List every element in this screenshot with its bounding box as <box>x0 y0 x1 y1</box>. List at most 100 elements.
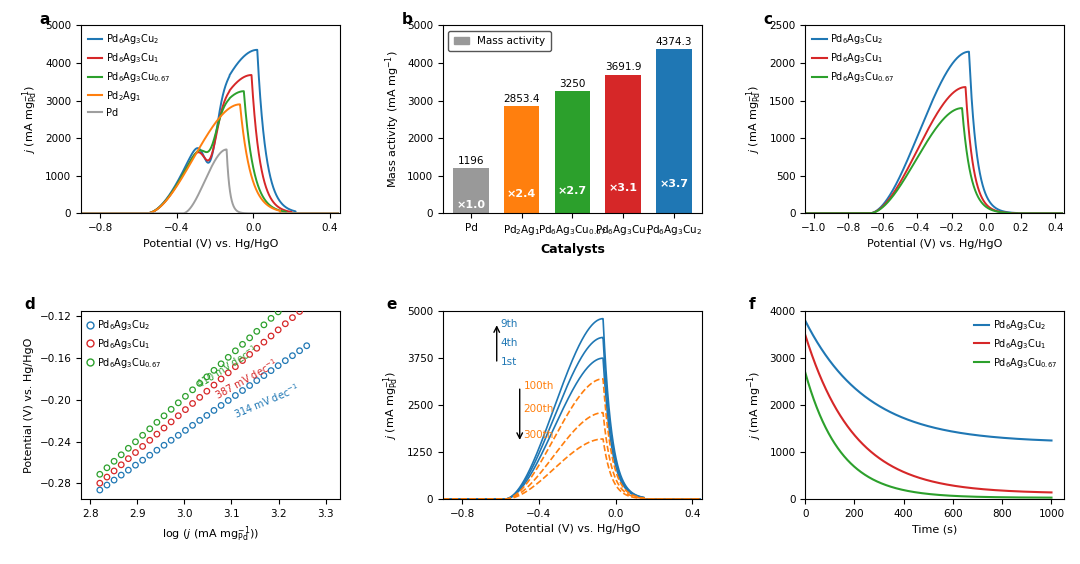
Point <box>98 473 116 482</box>
Point <box>276 356 294 365</box>
Point <box>219 396 237 405</box>
Text: ×2.4: ×2.4 <box>508 189 537 199</box>
Point <box>162 436 179 445</box>
Point <box>120 466 137 475</box>
Legend: Pd$_6$Ag$_3$Cu$_2$, Pd$_6$Ag$_3$Cu$_1$, Pd$_6$Ag$_3$Cu$_{0.67}$: Pd$_6$Ag$_3$Cu$_2$, Pd$_6$Ag$_3$Cu$_1$, … <box>86 316 163 372</box>
Point <box>262 366 280 375</box>
Point <box>112 460 130 469</box>
Point <box>141 451 159 460</box>
Point <box>170 398 187 407</box>
Point <box>276 319 294 328</box>
Point <box>170 431 187 440</box>
Legend: Pd$_6$Ag$_3$Cu$_2$, Pd$_6$Ag$_3$Cu$_1$, Pd$_6$Ag$_3$Cu$_{0.67}$, Pd$_2$Ag$_1$, P: Pd$_6$Ag$_3$Cu$_2$, Pd$_6$Ag$_3$Cu$_1$, … <box>86 30 173 120</box>
Bar <box>606 74 640 213</box>
Point <box>219 368 237 377</box>
Text: f: f <box>748 297 755 312</box>
Y-axis label: Mass activity (mA mg$^{-1}$): Mass activity (mA mg$^{-1}$) <box>383 51 402 188</box>
Bar <box>656 49 691 213</box>
Text: ×2.7: ×2.7 <box>558 186 586 196</box>
Point <box>205 366 222 375</box>
Text: 4374.3: 4374.3 <box>656 37 692 47</box>
Point <box>213 401 230 410</box>
Point <box>213 359 230 368</box>
Y-axis label: $j$ (mA mg$^{-1}_{\rm Pd}$): $j$ (mA mg$^{-1}_{\rm Pd}$) <box>21 85 40 154</box>
Text: 300th: 300th <box>524 430 554 440</box>
Point <box>106 457 123 466</box>
Point <box>234 340 252 349</box>
Point <box>112 450 130 459</box>
Bar <box>555 91 590 213</box>
Point <box>227 346 244 355</box>
Point <box>262 332 280 341</box>
Text: d: d <box>24 297 35 312</box>
Y-axis label: $j$ (mA mg$^{-1}_{\rm Pd}$): $j$ (mA mg$^{-1}_{\rm Pd}$) <box>744 85 764 154</box>
Text: 3250: 3250 <box>559 79 585 89</box>
Point <box>112 470 130 479</box>
Text: 200th: 200th <box>524 404 554 414</box>
Text: c: c <box>764 11 773 27</box>
Point <box>255 320 272 329</box>
Text: 4th: 4th <box>500 338 518 348</box>
Point <box>191 393 208 402</box>
Point <box>234 386 252 395</box>
Legend: Mass activity: Mass activity <box>448 30 551 51</box>
Text: 410 mV dec$^{-1}$: 410 mV dec$^{-1}$ <box>193 343 260 391</box>
Text: 1st: 1st <box>500 357 517 367</box>
Point <box>120 454 137 463</box>
Point <box>241 350 258 359</box>
Text: 314 mV dec$^{-1}$: 314 mV dec$^{-1}$ <box>231 381 301 421</box>
Y-axis label: $j$ (mA mg$^{-1}$): $j$ (mA mg$^{-1}$) <box>745 371 764 440</box>
Point <box>106 466 123 475</box>
Text: ×1.0: ×1.0 <box>457 200 486 210</box>
Point <box>199 387 216 396</box>
Point <box>98 481 116 490</box>
Point <box>213 374 230 384</box>
Point <box>184 399 201 408</box>
Point <box>134 456 151 465</box>
Point <box>291 307 308 316</box>
Point <box>262 314 280 323</box>
Point <box>148 446 165 455</box>
X-axis label: log ($j$ (mA mg$^{-1}_{\rm Pd}$)): log ($j$ (mA mg$^{-1}_{\rm Pd}$)) <box>162 525 259 544</box>
Point <box>106 475 123 484</box>
Legend: Pd$_6$Ag$_3$Cu$_2$, Pd$_6$Ag$_3$Cu$_1$, Pd$_6$Ag$_3$Cu$_{0.67}$: Pd$_6$Ag$_3$Cu$_2$, Pd$_6$Ag$_3$Cu$_1$, … <box>810 30 896 86</box>
Point <box>148 430 165 439</box>
Point <box>162 417 179 426</box>
Point <box>199 411 216 420</box>
X-axis label: Potential (V) vs. Hg/HgO: Potential (V) vs. Hg/HgO <box>504 525 640 535</box>
Point <box>177 405 194 414</box>
Point <box>291 346 308 355</box>
Point <box>177 426 194 435</box>
Point <box>199 372 216 381</box>
Point <box>141 436 159 445</box>
Point <box>162 405 179 414</box>
Text: 2853.4: 2853.4 <box>503 94 540 104</box>
Bar <box>454 169 489 213</box>
Point <box>156 411 173 420</box>
Point <box>170 411 187 420</box>
Point <box>205 381 222 390</box>
Point <box>248 376 266 385</box>
Point <box>298 341 315 350</box>
Point <box>91 479 108 488</box>
Point <box>184 421 201 430</box>
Text: e: e <box>387 297 396 312</box>
Text: ×3.7: ×3.7 <box>659 179 688 189</box>
X-axis label: Time (s): Time (s) <box>912 525 957 535</box>
Point <box>255 371 272 380</box>
Point <box>241 381 258 390</box>
Point <box>177 392 194 401</box>
Point <box>156 440 173 450</box>
X-axis label: Potential (V) vs. Hg/HgO: Potential (V) vs. Hg/HgO <box>867 239 1002 249</box>
Bar <box>504 106 539 213</box>
Point <box>205 406 222 415</box>
Point <box>227 362 244 371</box>
X-axis label: Potential (V) vs. Hg/HgO: Potential (V) vs. Hg/HgO <box>143 239 278 249</box>
Point <box>284 351 301 360</box>
Point <box>141 424 159 433</box>
Point <box>227 391 244 400</box>
Point <box>91 486 108 495</box>
Point <box>91 470 108 479</box>
Point <box>270 325 287 334</box>
Y-axis label: Potential (V) vs. Hg/HgO: Potential (V) vs. Hg/HgO <box>24 337 33 473</box>
